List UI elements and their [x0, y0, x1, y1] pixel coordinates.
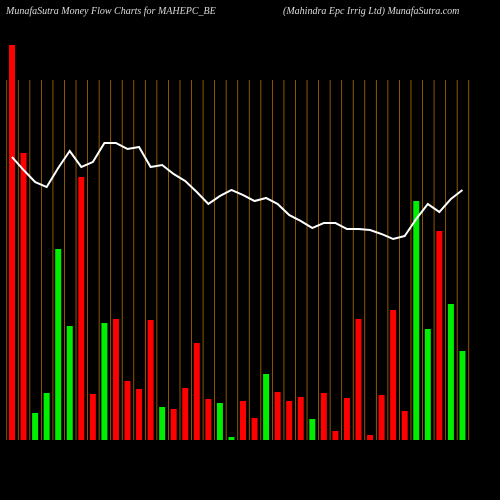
bar	[101, 323, 108, 440]
bar	[159, 407, 166, 440]
bar	[89, 394, 96, 440]
bar	[55, 249, 62, 440]
bar	[182, 388, 189, 440]
bar	[193, 343, 200, 440]
price-line	[11, 142, 464, 241]
bar	[413, 201, 420, 440]
bar	[297, 397, 304, 440]
chart-subtitle: (Mahindra Epc Irrig Ltd) MunafaSutra.com	[283, 6, 459, 17]
bar	[343, 398, 350, 440]
bar	[124, 381, 131, 440]
bar	[136, 389, 143, 440]
separators	[6, 80, 470, 440]
bar	[424, 329, 431, 440]
bar	[170, 409, 177, 440]
bar	[447, 304, 454, 440]
bar	[32, 413, 39, 440]
bar	[240, 401, 246, 440]
bar	[228, 437, 235, 440]
bar	[286, 401, 293, 440]
bar	[309, 419, 316, 440]
bar	[78, 177, 85, 440]
marks	[9, 45, 466, 440]
bar	[147, 320, 154, 440]
bar	[216, 403, 223, 440]
bar	[205, 399, 212, 440]
bar	[436, 231, 443, 440]
bar	[9, 45, 15, 440]
bar	[459, 351, 466, 440]
bar	[367, 435, 374, 440]
bar	[332, 431, 339, 440]
bar	[320, 393, 327, 440]
bar	[390, 310, 397, 440]
chart-title: MunafaSutra Money Flow Charts for MAHEPC…	[5, 6, 216, 17]
bar	[263, 374, 270, 440]
bar	[251, 418, 258, 440]
bar	[401, 411, 408, 440]
bar	[66, 326, 73, 440]
bar	[378, 395, 385, 440]
bar	[112, 319, 119, 440]
bar	[43, 393, 50, 440]
bar	[274, 392, 281, 440]
bar	[355, 319, 362, 440]
bar	[20, 153, 27, 440]
